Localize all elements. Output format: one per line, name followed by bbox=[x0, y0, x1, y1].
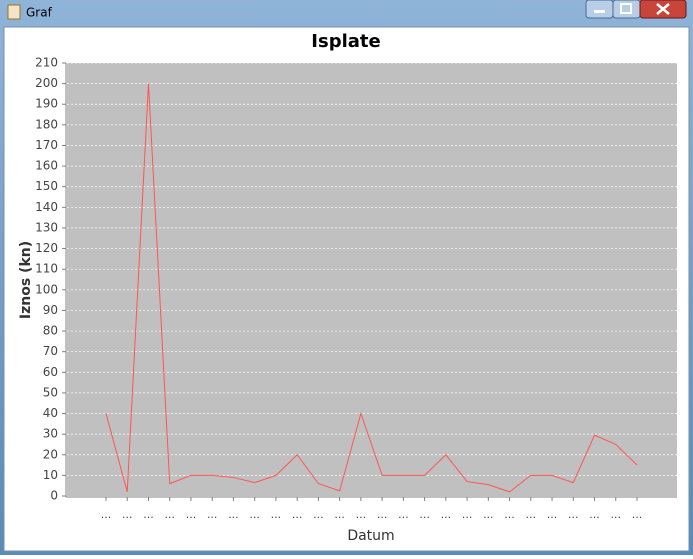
y-tick-label: 190 bbox=[35, 97, 58, 111]
x-tick-label: ... bbox=[186, 508, 197, 521]
y-tick-label: 120 bbox=[35, 241, 58, 255]
x-tick-label: ... bbox=[504, 508, 515, 521]
y-tick-label: 90 bbox=[43, 303, 58, 317]
x-tick-label: ... bbox=[271, 508, 282, 521]
y-tick-label: 130 bbox=[35, 220, 58, 234]
y-tick-label: 140 bbox=[35, 200, 58, 214]
window-title: Graf bbox=[26, 6, 53, 20]
x-tick-label: ... bbox=[398, 508, 409, 521]
x-tick-label: ... bbox=[611, 508, 622, 521]
x-tick-label: ... bbox=[547, 508, 558, 521]
x-tick-label: ... bbox=[122, 508, 133, 521]
x-tick-label: ... bbox=[483, 508, 494, 521]
maximize-icon bbox=[620, 3, 632, 14]
x-tick-label: ... bbox=[292, 508, 303, 521]
y-tick-label: 150 bbox=[35, 179, 58, 193]
x-tick-label: ... bbox=[207, 508, 218, 521]
x-tick-label: ... bbox=[164, 508, 175, 521]
x-tick-label: ... bbox=[462, 508, 473, 521]
x-tick-label: ... bbox=[568, 508, 579, 521]
y-tick-label: 180 bbox=[35, 117, 58, 131]
x-tick-label: ... bbox=[377, 508, 388, 521]
y-axis-label: Iznos (kn) bbox=[18, 241, 34, 319]
y-tick-label: 50 bbox=[43, 385, 58, 399]
maximize-button[interactable] bbox=[612, 0, 641, 19]
y-tick-label: 100 bbox=[35, 282, 58, 296]
x-tick-label: ... bbox=[313, 508, 324, 521]
x-tick-label: ... bbox=[334, 508, 345, 521]
x-tick-label: ... bbox=[441, 508, 452, 521]
y-tick-label: 60 bbox=[43, 365, 58, 379]
close-icon bbox=[656, 3, 670, 15]
y-tick-label: 20 bbox=[43, 447, 58, 461]
series-line bbox=[105, 83, 638, 493]
x-tick-label: ... bbox=[589, 508, 600, 521]
x-tick-label: ... bbox=[249, 508, 260, 521]
y-tick-label: 200 bbox=[35, 76, 58, 90]
x-tick-label: ... bbox=[101, 508, 112, 521]
y-tick-label: 30 bbox=[43, 427, 58, 441]
chart-title: Isplate bbox=[311, 31, 380, 52]
y-tick-label: 40 bbox=[43, 406, 58, 420]
y-tick-label: 160 bbox=[35, 159, 58, 173]
y-tick-label: 10 bbox=[43, 468, 58, 482]
x-tick-label: ... bbox=[143, 508, 154, 521]
y-tick-label: 110 bbox=[35, 262, 58, 276]
y-tick-label: 0 bbox=[50, 489, 58, 503]
x-tick-label: ... bbox=[228, 508, 239, 521]
y-tick-label: 170 bbox=[35, 138, 58, 152]
plot-area bbox=[67, 63, 677, 496]
x-tick-label: ... bbox=[419, 508, 430, 521]
y-tick-label: 80 bbox=[43, 324, 58, 338]
x-tick-label: ... bbox=[526, 508, 537, 521]
app-icon bbox=[7, 4, 21, 20]
y-tick-label: 210 bbox=[35, 56, 58, 70]
y-tick-label: 70 bbox=[43, 344, 58, 358]
x-tick-label: ... bbox=[632, 508, 643, 521]
x-axis-label: Datum bbox=[347, 528, 394, 544]
minimize-icon bbox=[594, 10, 605, 13]
minimize-button[interactable] bbox=[585, 0, 614, 19]
x-tick-label: ... bbox=[356, 508, 367, 521]
